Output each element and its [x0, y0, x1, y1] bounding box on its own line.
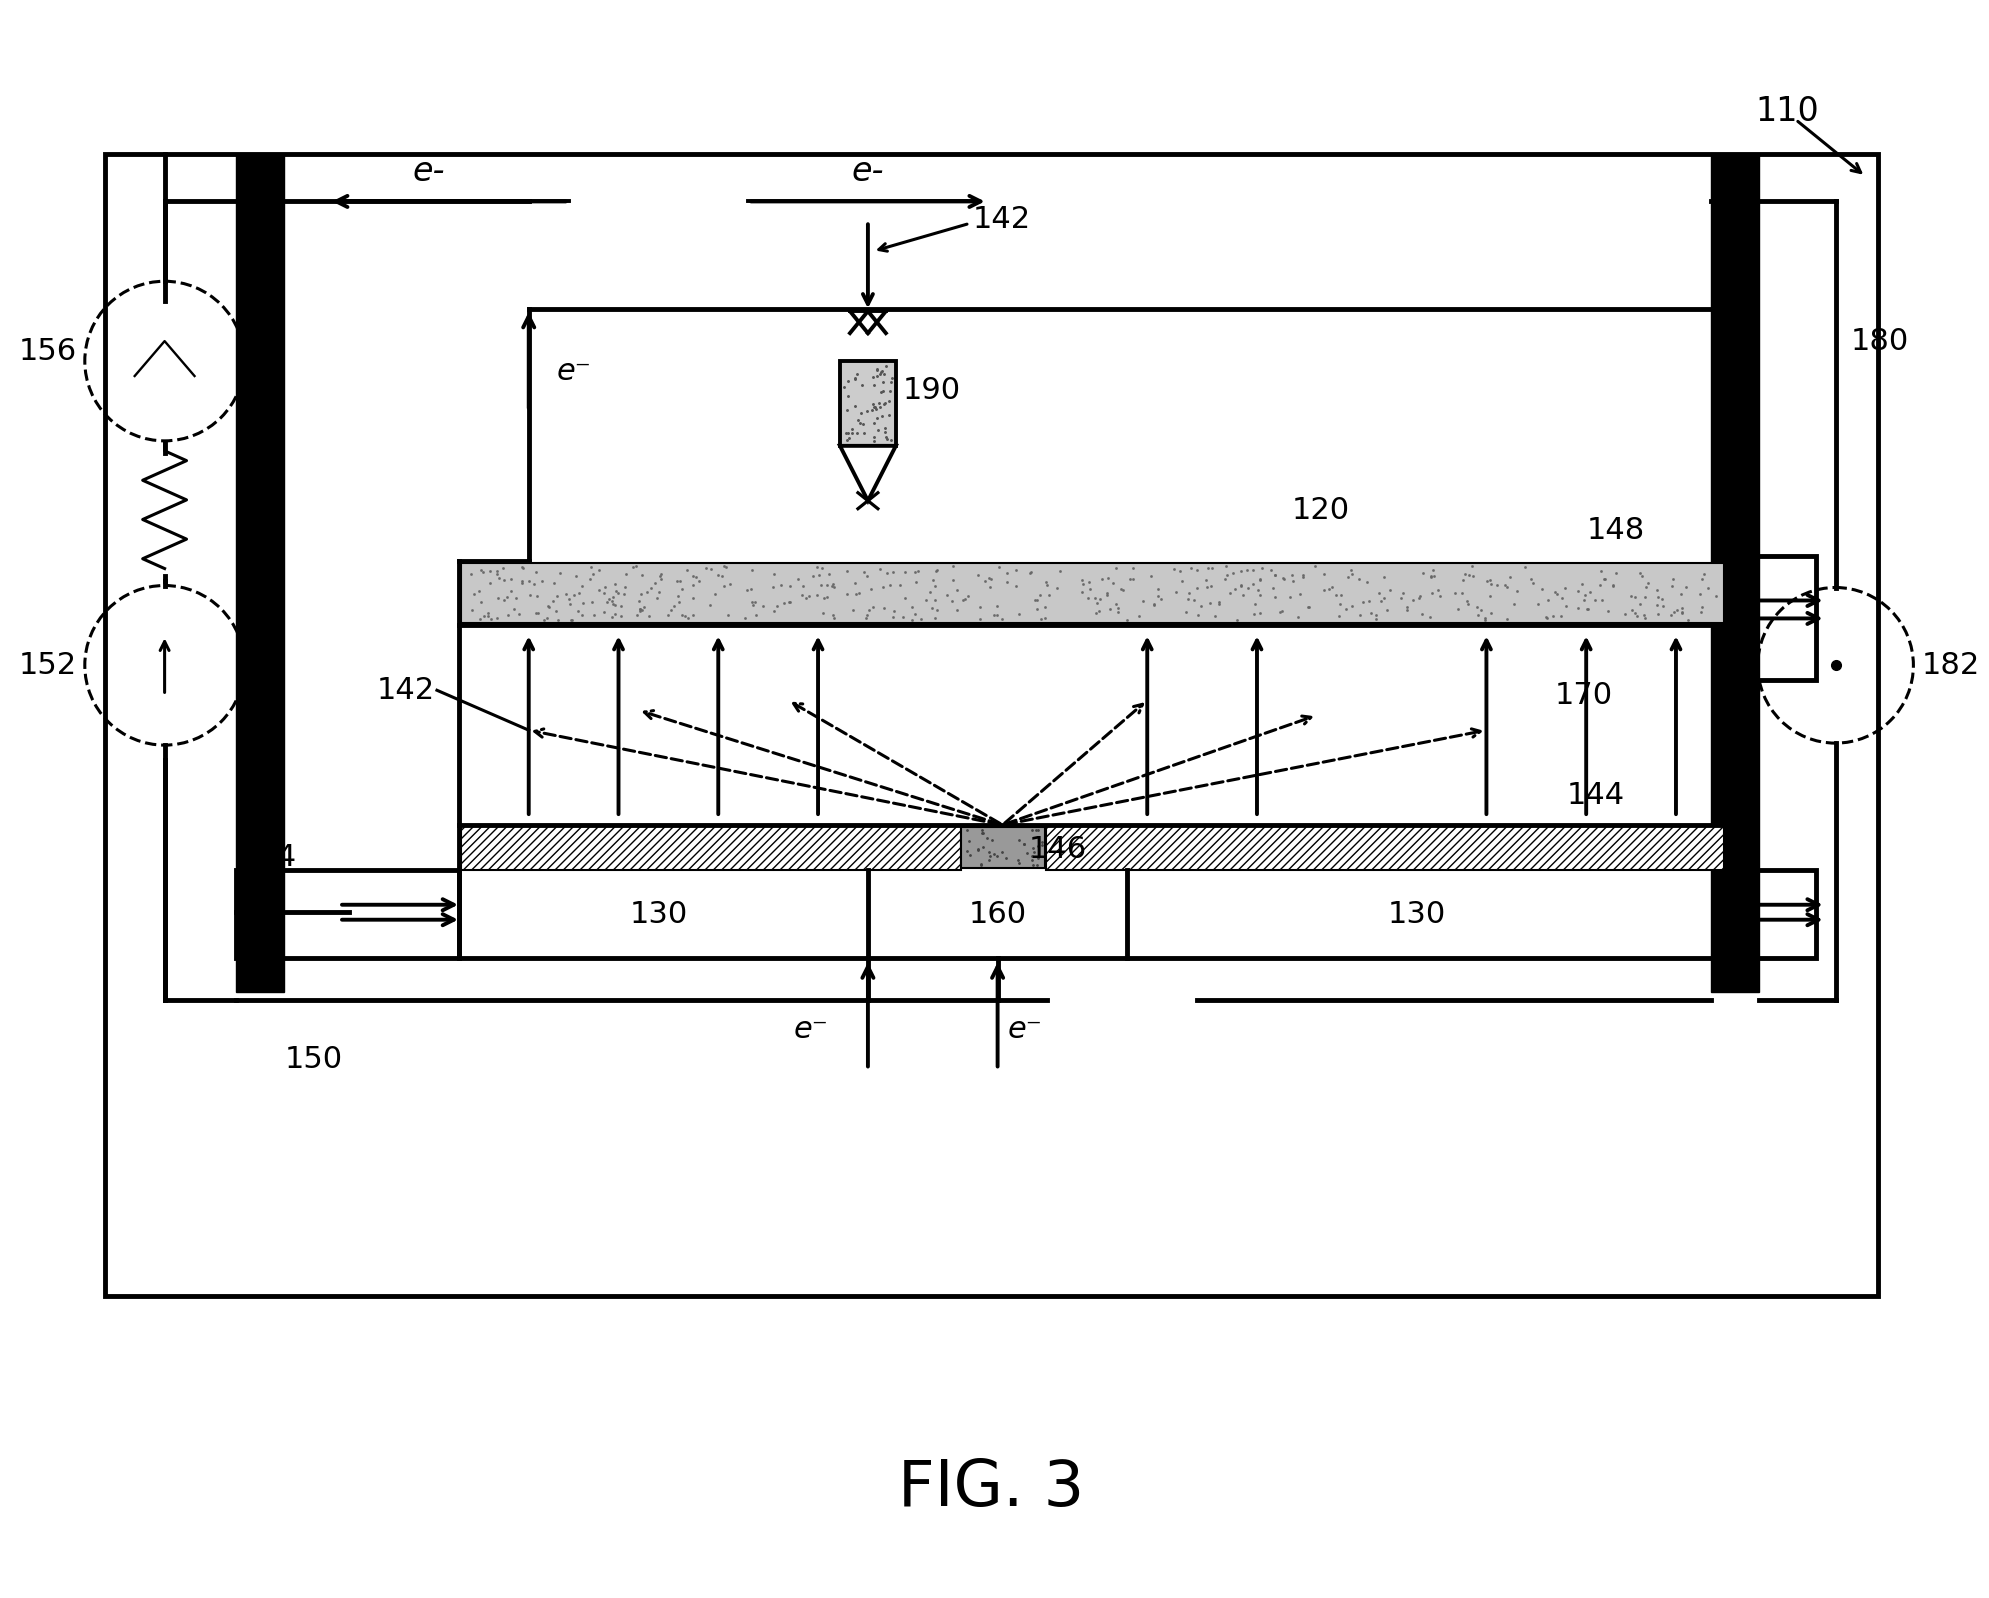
Text: 170: 170 — [1553, 681, 1613, 710]
Text: 148: 148 — [1587, 516, 1645, 545]
Bar — [961, 826, 1046, 868]
Text: 144: 144 — [239, 844, 296, 873]
Bar — [1726, 556, 1816, 681]
Text: e⁻: e⁻ — [794, 1015, 827, 1043]
Polygon shape — [839, 446, 895, 500]
Text: e-: e- — [851, 155, 885, 189]
Text: 144: 144 — [1567, 780, 1625, 810]
Bar — [839, 361, 895, 446]
Text: 180: 180 — [1850, 326, 1909, 356]
Text: 160: 160 — [969, 900, 1026, 928]
Bar — [1046, 825, 1724, 869]
Text: 150: 150 — [284, 1045, 344, 1074]
Text: 146: 146 — [1028, 836, 1086, 865]
Text: 142: 142 — [376, 676, 436, 705]
Bar — [461, 562, 1724, 623]
Text: e⁻: e⁻ — [557, 356, 591, 385]
Text: 120: 120 — [1293, 497, 1351, 526]
Bar — [1711, 153, 1758, 991]
Bar — [237, 153, 284, 991]
Text: 152: 152 — [18, 650, 78, 679]
Bar — [1726, 869, 1816, 957]
Bar — [105, 153, 1878, 1296]
Text: 130: 130 — [1388, 900, 1446, 928]
Text: FIG. 3: FIG. 3 — [899, 1457, 1084, 1520]
Text: 130: 130 — [629, 900, 688, 928]
Text: 190: 190 — [903, 377, 961, 406]
Bar — [237, 869, 459, 957]
Text: 142: 142 — [973, 205, 1030, 233]
Text: 110: 110 — [1756, 96, 1820, 128]
Bar — [461, 825, 961, 869]
Text: 156: 156 — [18, 337, 78, 366]
Text: e-: e- — [414, 155, 446, 189]
Text: e⁻: e⁻ — [1008, 1015, 1042, 1043]
Text: 182: 182 — [1921, 650, 1979, 679]
